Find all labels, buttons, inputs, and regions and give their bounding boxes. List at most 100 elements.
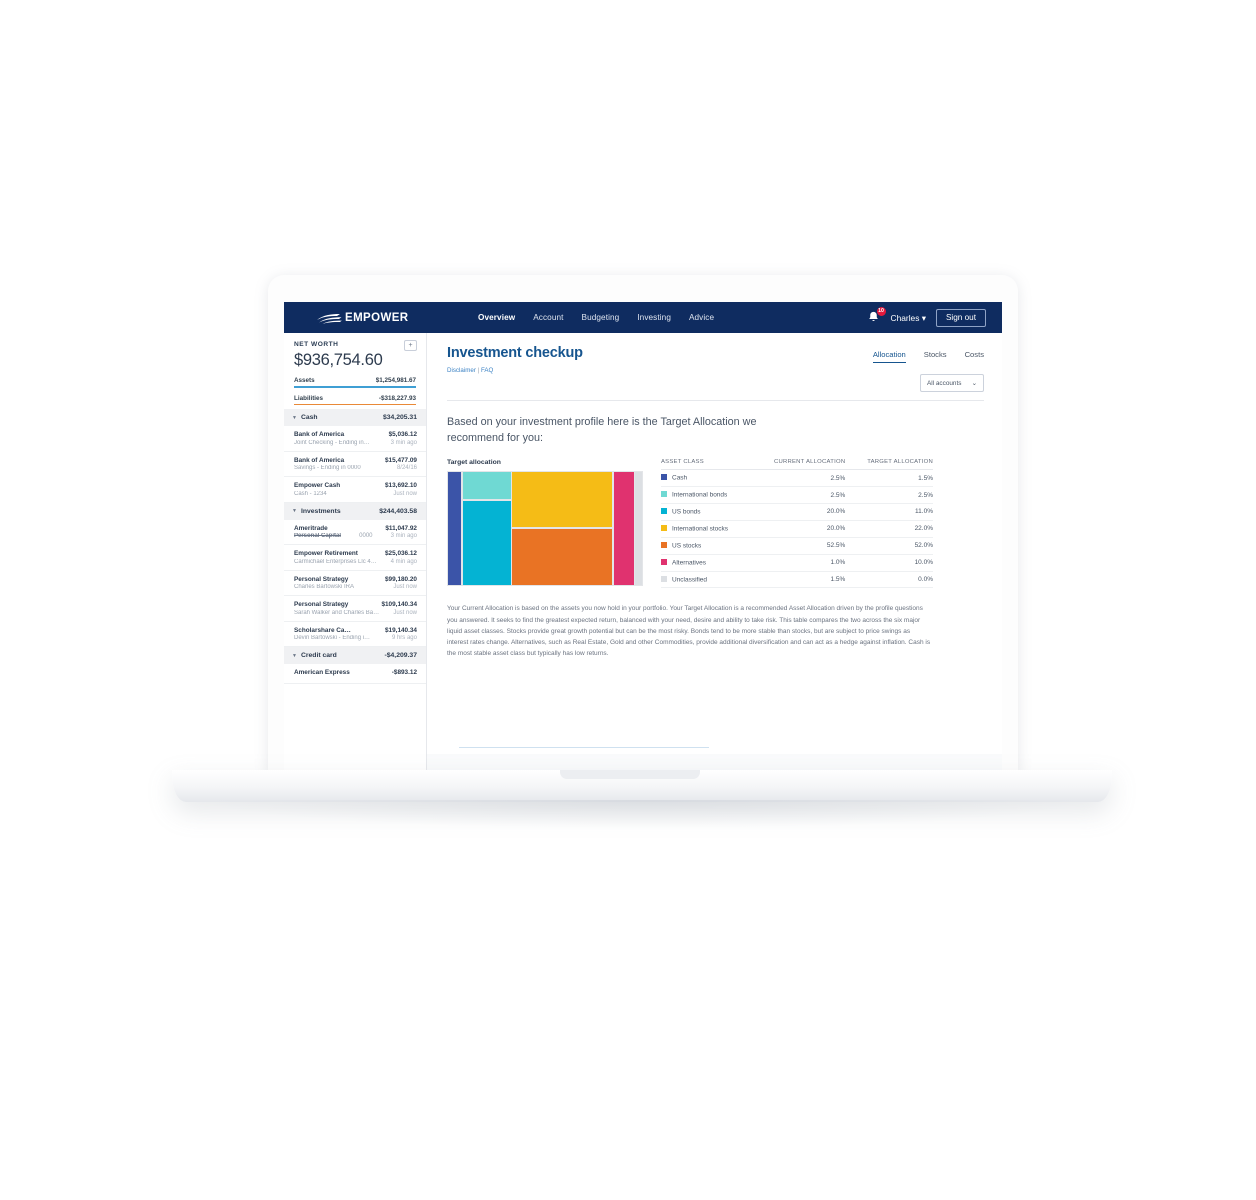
table-row: International bonds 2.5% 2.5% (661, 486, 933, 505)
sidebar-account-row[interactable]: Scholarshare Ca… $19,140.34 Devin Bartowsk… (284, 622, 426, 648)
empower-logo[interactable]: EMPOWER (316, 311, 436, 324)
table-row: Unclassified 1.5% 0.0% (661, 571, 933, 589)
treemap-block-cash[interactable] (448, 472, 461, 586)
treemap-column-stocks (512, 472, 612, 586)
nav-item-advice[interactable]: Advice (688, 313, 715, 322)
footer-strip (427, 754, 1002, 770)
account-name: Bank of America (294, 431, 345, 439)
header-divider (447, 400, 984, 401)
treemap-column-unclassified (635, 472, 642, 586)
sidebar-section-name: Cash (300, 414, 318, 422)
allocation-table-body: Cash 2.5% 1.5% International bonds 2.5% 2.5% U… (661, 469, 933, 589)
treemap-block-international-stocks[interactable] (512, 472, 612, 528)
user-name-text: Charles (890, 312, 920, 323)
legend-swatch (661, 558, 667, 565)
faq-link[interactable]: FAQ (480, 367, 494, 374)
account-name: Bank of America (294, 456, 345, 464)
account-name: Personal Strategy (294, 575, 349, 583)
caret-down-icon: ▼ (292, 414, 297, 421)
allocation-section: Target allocation ASSET CLASS CURRENT AL… (447, 459, 984, 589)
account-amount: $13,692.10 (385, 482, 417, 490)
sidebar-account-row[interactable]: Empower Cash $13,692.10 Cash - 1234 Just no… (284, 477, 426, 503)
account-amount: $109,140.34 (381, 601, 417, 609)
cell-asset-class: Alternatives (661, 554, 751, 572)
account-amount: -$893.12 (391, 669, 417, 677)
add-account-button[interactable]: + (404, 340, 417, 351)
table-row: US bonds 20.0% 11.0% (661, 503, 933, 521)
empower-wave-logo-icon (317, 314, 342, 324)
sidebar-account-row[interactable]: Ameritrade $11,047.92 Personal Capital 0000… (284, 520, 426, 546)
sidebar-account-row[interactable]: Personal Strategy $109,140.34 Sarah Walker… (284, 596, 426, 622)
assets-summary[interactable]: Assets $1,254,981.67 (294, 377, 416, 388)
account-name: Personal Strategy (294, 601, 349, 609)
allocation-table-head: ASSET CLASS CURRENT ALLOCATION TARGET AL… (661, 459, 933, 471)
treemap-block-unclassified[interactable] (635, 472, 642, 586)
nav-item-overview[interactable]: Overview (478, 313, 516, 322)
asset-class-label: US bonds (672, 508, 701, 516)
treemap-block-international-bonds[interactable] (462, 472, 511, 500)
cell-asset-class: Unclassified (661, 571, 751, 589)
legend-swatch (661, 525, 667, 532)
notifications-button[interactable]: 10 (867, 306, 886, 326)
sidebar-section-header[interactable]: ▼ Credit card -$4,209.37 (284, 647, 426, 665)
col-current-allocation: CURRENT ALLOCATION (750, 459, 846, 471)
nav-item-account[interactable]: Account (533, 313, 564, 322)
sidebar-section-header[interactable]: ▼ Investments $244,403.58 (284, 502, 426, 520)
sidebar-section-name: Investments (300, 507, 341, 515)
liabilities-summary[interactable]: Liabilities -$318,227.93 (294, 395, 416, 406)
cell-current-allocation: 1.5% (750, 571, 846, 589)
sidebar-account-row[interactable]: Bank of America $15,477.09 Savings - Endin… (284, 452, 426, 478)
tab-allocation[interactable]: Allocation (872, 350, 906, 363)
cell-target-allocation: 52.0% (845, 537, 933, 555)
account-name: Scholarshare Ca… (294, 626, 351, 634)
caret-down-icon: ▼ (292, 652, 297, 659)
tab-costs[interactable]: Costs (964, 350, 984, 359)
cell-target-allocation: 10.0% (845, 554, 933, 572)
cell-target-allocation: 11.0% (845, 503, 933, 521)
empower-logo-text: EMPOWER (345, 311, 409, 324)
tab-stocks[interactable]: Stocks (923, 350, 947, 359)
page-body: NET WORTH + $936,754.60 Assets $1,254,98… (284, 333, 1002, 770)
sidebar-section-total: $34,205.31 (382, 414, 417, 422)
sidebar-account-row[interactable]: Bank of America $5,036.12 Joint Checking -… (284, 426, 426, 452)
sidebar-section-name: Credit card (300, 652, 337, 660)
cell-current-allocation: 20.0% (750, 520, 846, 538)
bottom-divider (459, 747, 709, 748)
treemap-block: Target allocation (447, 459, 643, 588)
account-subtitle: Savings - Ending in 0000 (294, 465, 361, 472)
tabs-block: Allocation Stocks Costs All accounts ⌄ (872, 345, 984, 392)
chart-title: Target allocation (447, 459, 501, 467)
nav-item-investing[interactable]: Investing (637, 313, 671, 322)
liabilities-label: Liabilities (294, 394, 324, 402)
sidebar-account-row[interactable]: Personal Strategy $99,180.20 Charles Barto… (284, 571, 426, 597)
liabilities-bar (294, 403, 416, 406)
account-name: Empower Retirement (294, 550, 358, 558)
account-updated-time: 8/24/16 (396, 465, 417, 472)
treemap-block-us-stocks[interactable] (512, 528, 612, 586)
target-allocation-treemap[interactable] (447, 471, 643, 587)
content-tabs: Allocation Stocks Costs (872, 345, 984, 363)
account-updated-time: Just now (393, 584, 417, 591)
disclaimer-link[interactable]: Disclaimer (447, 367, 476, 374)
account-filter-dropdown[interactable]: All accounts ⌄ (920, 374, 984, 392)
treemap-column-bonds (462, 472, 511, 586)
assets-amount: $1,254,981.67 (375, 377, 416, 384)
nav-item-budgeting[interactable]: Budgeting (581, 313, 620, 322)
cell-asset-class: US bonds (661, 503, 751, 521)
cell-current-allocation: 1.0% (750, 554, 846, 572)
treemap-block-alternatives[interactable] (613, 472, 634, 586)
sidebar-account-row[interactable]: American Express -$893.12 (284, 664, 426, 684)
sidebar-sections: ▼ Cash $34,205.31 Bank of America $5,036.12 J… (284, 409, 426, 684)
legend-swatch (661, 541, 667, 548)
treemap-block-us-bonds[interactable] (462, 500, 511, 586)
sign-out-button[interactable]: Sign out (935, 308, 986, 327)
legend-swatch (661, 508, 667, 515)
cell-asset-class: Cash (661, 469, 751, 488)
user-menu-name[interactable]: Charles ▾ (891, 313, 926, 323)
account-subtitle: Charles Bartowski IRA (294, 584, 355, 591)
account-subtitle: Joint Checking - Ending in… (294, 439, 370, 446)
table-row: Alternatives 1.0% 10.0% (661, 554, 933, 572)
sidebar-section-header[interactable]: ▼ Cash $34,205.31 (284, 409, 426, 427)
chevron-down-icon: ▾ (921, 312, 926, 323)
sidebar-account-row[interactable]: Empower Retirement $25,036.12 Carmichael E… (284, 545, 426, 571)
